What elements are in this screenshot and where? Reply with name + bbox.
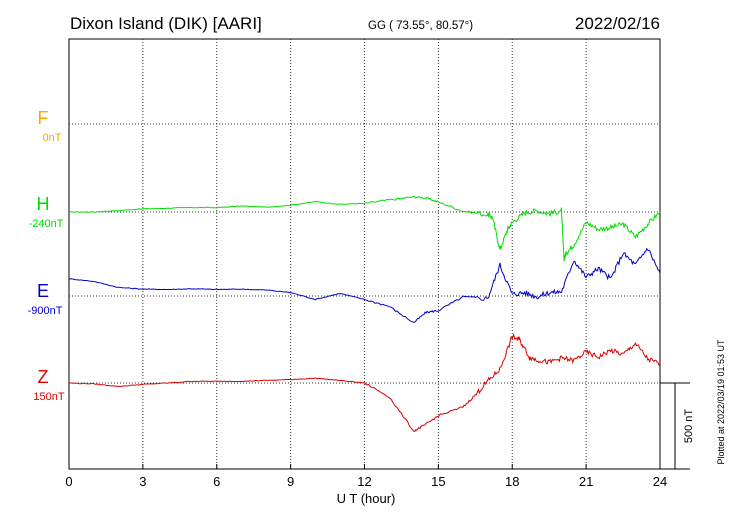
- channel-label-e: E: [37, 281, 49, 301]
- x-axis-label: U T (hour): [337, 491, 396, 506]
- scale-bar: [660, 382, 690, 470]
- plotted-timestamp: Plotted at 2022/03/19 01:53 UT: [716, 339, 726, 465]
- x-tick-label: 15: [431, 474, 445, 489]
- series-line-e: [68, 247, 661, 323]
- channel-label-f: F: [38, 108, 49, 128]
- x-tick-label: 18: [505, 474, 519, 489]
- series-line-h: [69, 195, 661, 262]
- x-tick-label: 9: [287, 474, 294, 489]
- baseline-label-z: 150nT: [33, 391, 64, 403]
- channel-label-h: H: [37, 194, 50, 214]
- x-tick-label: 24: [653, 474, 667, 489]
- station-coordinates: GG ( 73.55°, 80.57°): [368, 20, 473, 32]
- x-tick-label: 0: [65, 474, 72, 489]
- grid-lines: [69, 39, 660, 469]
- x-axis-ticks: 0 3 6 9 12 15 18 21 24: [65, 464, 667, 489]
- x-tick-label: 21: [579, 474, 593, 489]
- scale-bar-label: 500 nT: [683, 409, 695, 444]
- x-tick-label: 3: [139, 474, 146, 489]
- channel-label-z: Z: [38, 367, 49, 387]
- plot-frame: [68, 38, 661, 470]
- station-title: Dixon Island (DIK) [AARI]: [70, 14, 262, 33]
- baseline-label-e: -900nT: [28, 305, 63, 317]
- x-tick-label: 6: [213, 474, 220, 489]
- x-tick-label: 12: [357, 474, 371, 489]
- baseline-label-h: -240nT: [29, 218, 64, 230]
- date-label: 2022/02/16: [575, 14, 660, 33]
- series-line-z: [68, 332, 661, 433]
- baseline-label-f: 0nT: [43, 132, 62, 144]
